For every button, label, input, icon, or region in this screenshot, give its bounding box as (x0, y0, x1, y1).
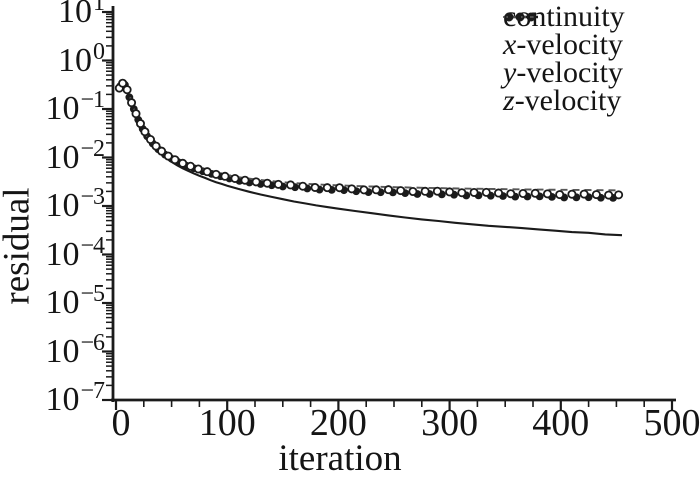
x-axis-title: iteration (278, 440, 401, 477)
series-z-velocity-marker (287, 181, 294, 188)
series-z-velocity-marker (299, 183, 306, 190)
legend-label: z-velocity (503, 86, 621, 116)
series-z-velocity-marker (171, 156, 178, 163)
y-tick-label: 10−7 (45, 383, 104, 417)
series-z-velocity-marker (231, 175, 238, 182)
legend-label-rest: -velocity (515, 84, 622, 117)
series-z-velocity-marker (532, 190, 539, 197)
series-z-velocity-marker (360, 186, 367, 193)
series-z-velocity-marker (187, 163, 194, 170)
y-axis-title: residual (0, 187, 36, 304)
legend-item-z-velocity: z-velocity (500, 87, 625, 115)
open-circles-icon (500, 3, 542, 31)
series-z-velocity-marker (137, 120, 144, 127)
series-z-velocity-marker (212, 171, 219, 178)
series-z-velocity-marker (336, 184, 343, 191)
series-z-velocity-marker (124, 86, 131, 93)
series-z-velocity-marker (141, 128, 148, 135)
series-z-velocity-marker (324, 184, 331, 191)
x-tick-label: 500 (644, 404, 700, 442)
x-tick-label: 300 (421, 404, 478, 442)
series-z-velocity-marker (373, 186, 380, 193)
series-z-velocity-marker (264, 180, 271, 187)
x-tick-label: 400 (532, 404, 589, 442)
series-z-velocity-marker (409, 188, 416, 195)
series-z-velocity-marker (158, 148, 165, 155)
series-z-velocity-marker (311, 184, 318, 191)
series-z-velocity-marker (568, 191, 575, 198)
series-z-velocity-marker (385, 186, 392, 193)
series-z-velocity-marker (434, 188, 441, 195)
series-z-velocity-marker (458, 189, 465, 196)
series-z-velocity-marker (519, 190, 526, 197)
series-z-velocity-marker (556, 191, 563, 198)
series-z-velocity-marker (253, 178, 260, 185)
legend-label-variable: z (503, 84, 515, 117)
series-z-velocity-marker (397, 187, 404, 194)
series-z-velocity-marker (615, 191, 622, 198)
series-z-velocity-marker (593, 191, 600, 198)
x-tick-label: 200 (310, 404, 367, 442)
y-tick-label: 10−6 (45, 335, 104, 369)
y-tick-label: 10−2 (45, 141, 104, 175)
series-z-velocity-marker (422, 188, 429, 195)
series-z-velocity-marker (483, 189, 490, 196)
series-z-velocity-marker (348, 185, 355, 192)
series-z-velocity-marker (204, 168, 211, 175)
legend-item-y-velocity: y-velocity (500, 59, 625, 87)
series-z-velocity-marker (470, 189, 477, 196)
series-z-velocity-marker (195, 165, 202, 172)
series-z-velocity-marker (132, 110, 139, 117)
y-tick-label: 101 (58, 0, 104, 29)
y-tick-label: 10−3 (45, 189, 104, 223)
y-tick-label: 100 (58, 44, 104, 78)
series-z-velocity-marker (179, 160, 186, 167)
series-z-velocity-marker (507, 190, 514, 197)
series-z-velocity-marker (275, 181, 282, 188)
x-tick-label: 100 (199, 404, 256, 442)
legend-item-x-velocity: x-velocity (500, 31, 625, 59)
x-tick-label: 0 (112, 404, 131, 442)
series-z-velocity-marker (581, 190, 588, 197)
series-z-velocity-marker (495, 189, 502, 196)
series-z-velocity-marker (221, 173, 228, 180)
y-tick-label: 10−1 (45, 92, 104, 126)
series-z-velocity-marker (605, 191, 612, 198)
series-z-velocity-marker (147, 136, 154, 143)
series-z-velocity-marker (241, 177, 248, 184)
series-z-velocity-marker (544, 190, 551, 197)
y-tick-label: 10−4 (45, 238, 104, 272)
series-z-velocity-marker (446, 188, 453, 195)
y-tick-label: 10−5 (45, 286, 104, 320)
series-z-velocity-marker (128, 99, 135, 106)
